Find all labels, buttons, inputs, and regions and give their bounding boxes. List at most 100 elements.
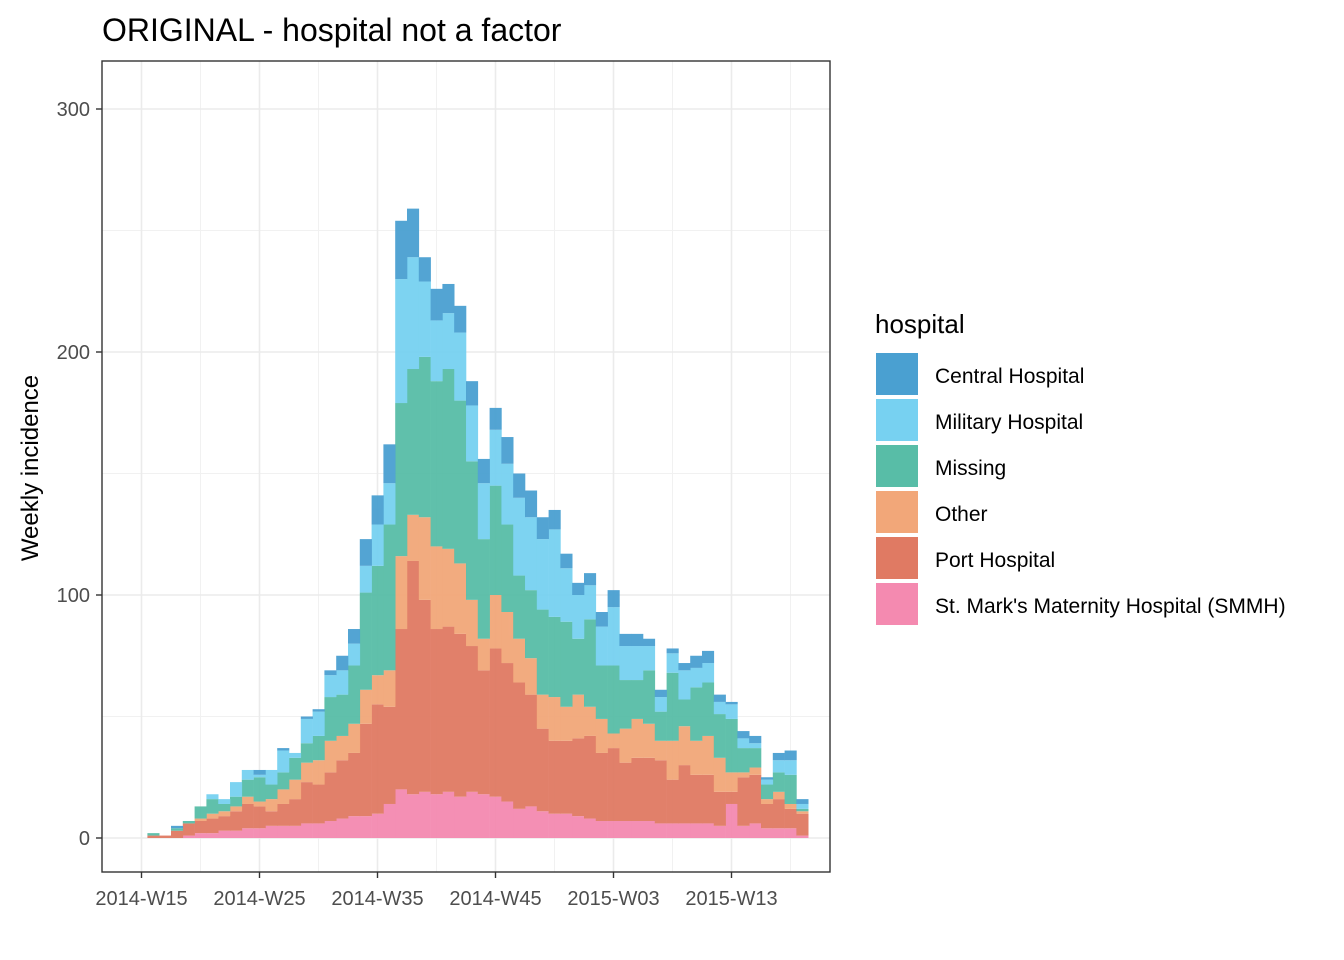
bar-segment xyxy=(666,672,679,741)
bar-segment xyxy=(690,774,703,824)
bar-segment xyxy=(253,777,266,802)
bar-segment xyxy=(607,733,620,749)
bar-segment xyxy=(407,257,420,370)
bar-segment xyxy=(171,825,184,829)
bar-segment xyxy=(336,694,349,736)
bar-segment xyxy=(359,565,372,593)
bar-segment xyxy=(784,808,797,829)
bar-segment xyxy=(489,429,502,486)
bar-segment xyxy=(713,757,726,792)
bar-segment xyxy=(784,803,797,809)
bar-segment xyxy=(336,760,349,819)
bar-segment xyxy=(654,823,667,838)
y-tick-label: 0 xyxy=(79,828,90,850)
bar-segment xyxy=(666,648,679,654)
bar-segment xyxy=(501,437,514,464)
series-4 xyxy=(206,257,809,809)
bar-segment xyxy=(454,400,467,564)
bar-segment xyxy=(595,820,608,838)
bar-segment xyxy=(277,789,290,804)
bar-segment xyxy=(513,638,526,683)
bar-segment xyxy=(643,757,656,821)
bar-segment xyxy=(442,283,455,314)
bar-segment xyxy=(477,483,490,540)
bar-segment xyxy=(796,808,809,812)
bar-segment xyxy=(324,740,337,773)
bar-segment xyxy=(336,655,349,671)
bar-segment xyxy=(654,689,667,698)
bar-segment xyxy=(501,612,514,664)
series-0 xyxy=(182,789,809,838)
bar-segment xyxy=(595,665,608,719)
bar-segment xyxy=(572,694,585,739)
bar-segment xyxy=(619,633,632,647)
x-tick-label: 2015-W03 xyxy=(567,888,659,910)
bar-segment xyxy=(560,813,573,838)
bar-segment xyxy=(713,825,726,838)
bar-segment xyxy=(348,816,361,838)
bar-segment xyxy=(230,830,243,838)
bar-segment xyxy=(489,485,502,595)
legend-title: hospital xyxy=(875,309,965,339)
bar-segment xyxy=(418,281,431,357)
bar-segment xyxy=(536,609,549,695)
bar-segment xyxy=(501,801,514,838)
bar-segment xyxy=(300,716,313,719)
bar-segment xyxy=(430,288,443,321)
bar-segment xyxy=(525,490,538,518)
bar-segment xyxy=(466,599,479,647)
bar-segment xyxy=(643,723,656,758)
bar-segment xyxy=(713,791,726,826)
bar-segment xyxy=(383,670,396,707)
bar-segment xyxy=(513,575,526,639)
legend-swatch xyxy=(876,491,918,533)
bar-segment xyxy=(737,748,750,773)
bar-segment xyxy=(749,735,762,744)
bar-segment xyxy=(300,762,313,783)
bar-segment xyxy=(548,697,561,741)
bar-segment xyxy=(513,808,526,838)
bar-segment xyxy=(230,796,243,807)
bar-segment xyxy=(560,568,573,622)
bar-segment xyxy=(796,803,809,809)
bar-segment xyxy=(548,740,561,814)
bar-segment xyxy=(749,823,762,838)
legend-label: Port Hospital xyxy=(935,549,1055,572)
bar-segment xyxy=(749,743,762,749)
bar-segment xyxy=(466,461,479,600)
legend-label: Military Hospital xyxy=(935,411,1083,434)
bar-segment xyxy=(572,816,585,838)
legend-swatch xyxy=(876,399,918,441)
bar-segment xyxy=(643,670,656,724)
bar-segment xyxy=(525,658,538,695)
bar-segment xyxy=(761,779,774,785)
bar-segment xyxy=(277,748,290,751)
x-tick-label: 2014-W15 xyxy=(95,888,187,910)
bar-segment xyxy=(300,823,313,838)
bar-segment xyxy=(477,670,490,795)
bar-segment xyxy=(761,777,774,780)
bar-segment xyxy=(407,794,420,838)
bar-segment xyxy=(702,735,715,775)
bar-segment xyxy=(407,560,420,795)
bar-segment xyxy=(371,704,384,814)
bar-segment xyxy=(572,638,585,695)
bar-segment xyxy=(654,711,667,741)
bar-segment xyxy=(265,825,278,838)
bar-segment xyxy=(772,772,785,792)
bar-segment xyxy=(772,799,785,829)
bar-segment xyxy=(702,774,715,824)
bar-segment xyxy=(230,782,243,797)
bar-segment xyxy=(548,509,561,530)
bar-segment xyxy=(289,799,302,826)
bar-segment xyxy=(761,784,774,800)
bar-segment xyxy=(206,833,219,838)
bar-segment xyxy=(206,799,219,814)
bar-segment xyxy=(572,738,585,817)
bar-segment xyxy=(289,779,302,800)
bar-segment xyxy=(631,633,644,647)
bar-segment xyxy=(442,626,455,792)
bar-segment xyxy=(607,590,620,608)
bar-segment xyxy=(702,650,715,664)
